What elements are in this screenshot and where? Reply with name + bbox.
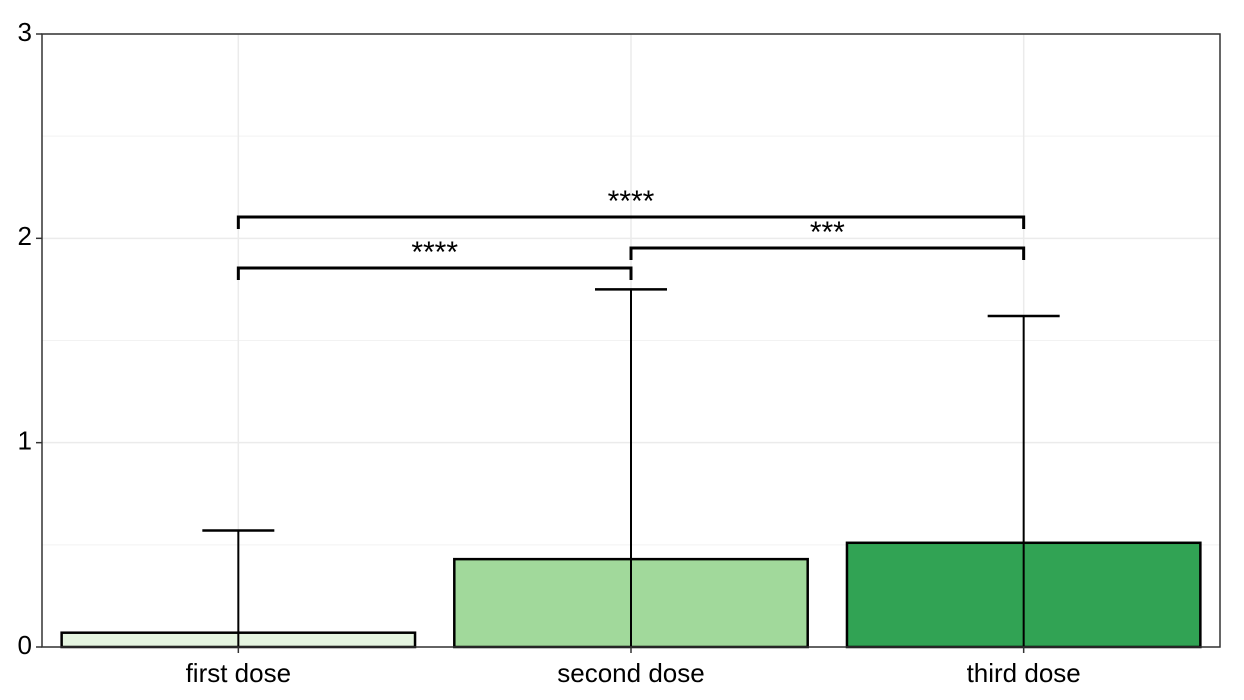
x-tick-label: second dose xyxy=(557,658,704,688)
significance-bracket xyxy=(236,215,1026,229)
y-tick-label: 3 xyxy=(18,17,32,47)
significance-bracket xyxy=(629,246,1026,260)
y-tick-label: 0 xyxy=(18,630,32,660)
significance-label: **** xyxy=(411,236,458,269)
significance-bracket xyxy=(236,266,633,280)
y-tick-label: 1 xyxy=(18,426,32,456)
significance-label: **** xyxy=(608,185,655,218)
y-tick-label: 2 xyxy=(18,221,32,251)
x-tick-label: first dose xyxy=(186,658,292,688)
plot-border xyxy=(41,33,1221,648)
x-tick-label: third dose xyxy=(967,658,1081,688)
significance-label: *** xyxy=(810,216,845,249)
